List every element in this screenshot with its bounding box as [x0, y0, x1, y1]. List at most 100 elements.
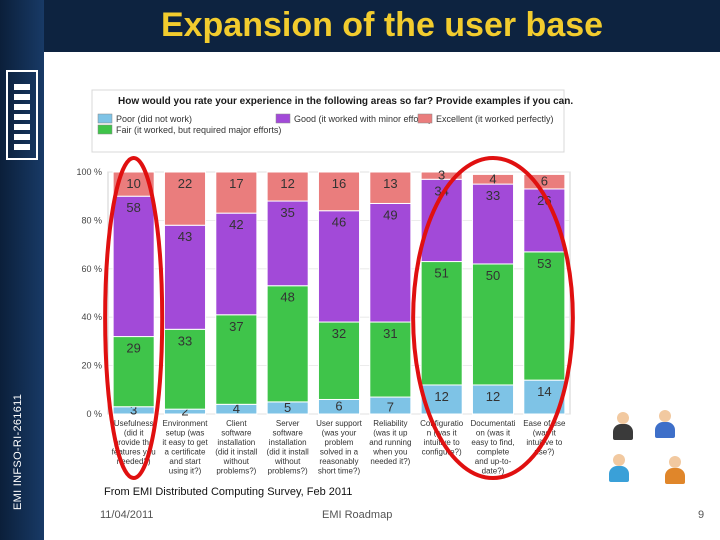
legend-label: Poor (did not work) — [116, 114, 192, 124]
bar-segment — [317, 210, 361, 323]
x-tick-label: (did it install — [215, 448, 257, 457]
x-tick-label: on (was it — [476, 429, 511, 438]
bar-segment — [523, 251, 566, 381]
person-icon — [664, 456, 686, 486]
data-label: 43 — [178, 229, 192, 244]
x-tick-label: complete — [477, 448, 510, 457]
data-label: 35 — [280, 205, 294, 220]
x-tick-label: installation — [217, 438, 255, 447]
x-tick-label: Environment — [163, 419, 209, 428]
data-label: 29 — [126, 341, 140, 356]
data-label: 13 — [383, 176, 397, 191]
data-label: 53 — [537, 256, 551, 271]
x-tick-label: it easy to get — [162, 438, 208, 447]
x-tick-label: and up-to- — [475, 457, 512, 466]
x-tick-label: (was your — [322, 429, 357, 438]
x-tick-label: setup (was — [166, 429, 205, 438]
legend-swatch — [97, 124, 113, 135]
x-tick-label: problems?) — [216, 467, 256, 476]
y-tick-label: 40 % — [81, 312, 102, 322]
x-tick-label: date?) — [482, 467, 505, 476]
bar-segment — [112, 195, 155, 338]
bar-segment — [163, 224, 207, 330]
data-label: 22 — [178, 176, 192, 191]
data-label: 32 — [332, 326, 346, 341]
data-label: 46 — [332, 215, 346, 230]
data-label: 17 — [229, 176, 243, 191]
y-tick-label: 100 % — [76, 167, 102, 177]
sidebar: EMI INFSO-RI-261611 — [0, 0, 44, 540]
data-label: 33 — [178, 333, 192, 348]
data-label: 4 — [489, 171, 496, 186]
data-label: 58 — [126, 200, 140, 215]
bar-segment — [266, 200, 309, 287]
data-label: 31 — [383, 326, 397, 341]
chart-title: How would you rate your experience in th… — [118, 96, 573, 107]
data-label: 4 — [233, 401, 240, 416]
x-tick-label: problems?) — [268, 467, 308, 476]
bar-segment — [369, 171, 412, 204]
data-label: 10 — [126, 176, 140, 191]
x-tick-label: Server — [276, 419, 300, 428]
highlight-ellipse — [411, 156, 575, 480]
legend-label: Fair (it worked, but required major effo… — [116, 125, 281, 135]
users-clipart — [598, 408, 708, 498]
y-tick-label: 0 % — [86, 409, 102, 419]
x-tick-label: Usefulness — [114, 419, 154, 428]
x-tick-label: (was it up — [373, 429, 408, 438]
bar-segment — [471, 263, 515, 386]
x-tick-label: (did it install — [267, 448, 309, 457]
person-icon — [612, 412, 634, 442]
x-tick-label: Client — [226, 419, 247, 428]
x-tick-label: easy to find, — [471, 438, 514, 447]
x-tick-label: without — [274, 457, 301, 466]
legend-box — [91, 89, 565, 153]
x-tick-label: reasonably — [319, 457, 358, 466]
x-tick-label: installation — [269, 438, 307, 447]
y-tick-label: 60 % — [81, 264, 102, 274]
legend-swatch — [97, 113, 113, 124]
bar-segment — [471, 173, 515, 185]
x-tick-label: User support — [316, 419, 363, 428]
x-tick-label: needed?) — [117, 457, 151, 466]
legend-label: Excellent (it worked perfectly) — [436, 114, 554, 124]
slide-title: Expansion of the user base — [160, 6, 604, 44]
data-label: 3 — [438, 168, 445, 183]
highlight-ellipse — [103, 156, 165, 480]
x-tick-label: software — [221, 429, 252, 438]
footer-date: 11/04/2011 — [100, 509, 154, 521]
x-tick-label: Reliability — [373, 419, 407, 428]
bar-segment — [163, 171, 207, 226]
x-tick-label: Configuratio — [420, 419, 464, 428]
x-tick-label: solved in a — [320, 448, 359, 457]
y-tick-label: 20 % — [81, 361, 102, 371]
data-label: 48 — [280, 290, 294, 305]
data-label: 49 — [383, 207, 397, 222]
data-label: 2 — [181, 404, 188, 419]
x-tick-label: n (was it — [427, 429, 458, 438]
data-label: 3 — [130, 402, 137, 417]
emi-logo — [6, 70, 38, 160]
data-label: 6 — [335, 399, 342, 414]
data-label: 6 — [541, 174, 548, 189]
bar-segment — [215, 212, 258, 316]
data-label: 12 — [280, 176, 294, 191]
bar-segment — [163, 328, 207, 410]
x-tick-label: a certificate — [165, 448, 206, 457]
x-tick-label: when you — [372, 448, 407, 457]
legend-swatch — [275, 113, 291, 124]
data-label: 37 — [229, 319, 243, 334]
data-label: 5 — [284, 400, 291, 415]
x-tick-label: configure?) — [422, 448, 462, 457]
person-icon — [654, 410, 676, 440]
x-tick-label: and running — [369, 438, 411, 447]
x-tick-label: problem — [325, 438, 354, 447]
data-label: 7 — [387, 400, 394, 415]
x-tick-label: without — [223, 457, 250, 466]
x-tick-label: (did it — [124, 429, 144, 438]
x-tick-label: use?) — [534, 448, 554, 457]
x-tick-label: using it?) — [169, 467, 202, 476]
legend-label: Good (it worked with minor efforts) — [294, 114, 431, 124]
bar-segment — [369, 202, 412, 323]
x-tick-label: provide the — [114, 438, 154, 447]
